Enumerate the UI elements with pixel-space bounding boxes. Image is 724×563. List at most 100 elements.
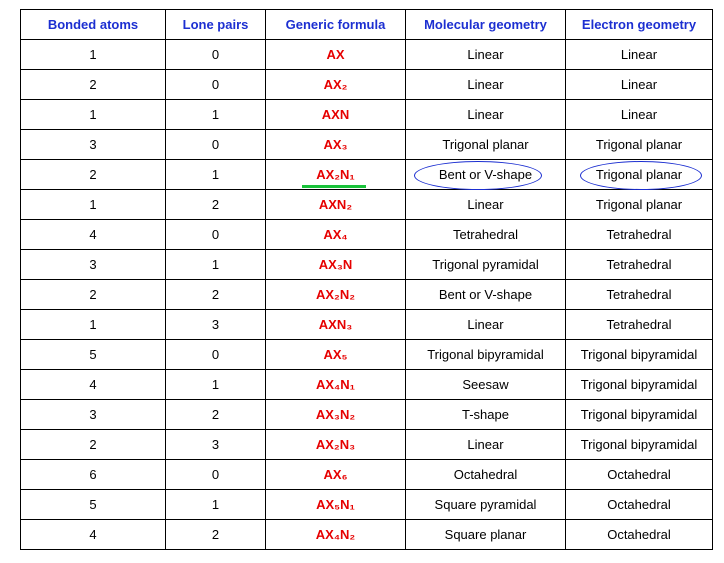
cell: 1 (20, 189, 166, 220)
table-row: 4 1 AX₄N₁ Seesaw Trigonal bipyramidal (20, 369, 713, 400)
cell: 4 (20, 519, 166, 550)
cell: Tetrahedral (565, 279, 713, 310)
highlight-underline (302, 185, 366, 188)
formula-cell: AX (265, 39, 406, 70)
formula-cell: AX₃N₂ (265, 399, 406, 430)
cell: Tetrahedral (405, 219, 566, 250)
formula-cell: AXN₂ (265, 189, 406, 220)
cell: Trigonal bipyramidal (565, 399, 713, 430)
cell: 3 (165, 309, 266, 340)
cell: Trigonal bipyramidal (405, 339, 566, 370)
table-row: 5 0 AX₅ Trigonal bipyramidal Trigonal bipyra… (20, 339, 713, 370)
cell: Octahedral (405, 459, 566, 490)
cell: 6 (20, 459, 166, 490)
cell: 1 (165, 99, 266, 130)
formula-cell: AX₂N₂ (265, 279, 406, 310)
formula-cell: AX₅ (265, 339, 406, 370)
cell: 1 (20, 39, 166, 70)
header-row: Bonded atoms Lone pairs Generic formula Mol… (20, 9, 713, 40)
table-row: 1 2 AXN₂ Linear Trigonal planar (20, 189, 713, 220)
cell: 2 (20, 69, 166, 100)
table-body: 1 0 AX Linear Linear 2 0 AX₂ Linear Linear 1 1 AXN Li… (20, 39, 713, 550)
header-cell: Molecular geometry (405, 9, 566, 40)
table-row: 5 1 AX₅N₁ Square pyramidal Octahedral (20, 489, 713, 520)
formula-cell: AX₂ (265, 69, 406, 100)
table-row: 2 0 AX₂ Linear Linear (20, 69, 713, 100)
vsepr-table: Bonded atoms Lone pairs Generic formula Mol… (20, 9, 713, 550)
formula-cell: AX₃N (265, 249, 406, 280)
cell: Bent or V-shape (405, 279, 566, 310)
table-row: 4 2 AX₄N₂ Square planar Octahedral (20, 519, 713, 550)
formula-cell: AX₆ (265, 459, 406, 490)
cell: Square planar (405, 519, 566, 550)
header-cell: Electron geometry (565, 9, 713, 40)
cell: Trigonal planar (565, 129, 713, 160)
cell: 2 (20, 159, 166, 190)
cell: 2 (165, 399, 266, 430)
cell: Square pyramidal (405, 489, 566, 520)
cell: Trigonal bipyramidal (565, 369, 713, 400)
formula-cell: AX₄ (265, 219, 406, 250)
cell: Trigonal planar (405, 129, 566, 160)
table-row: 1 3 AXN₃ Linear Tetrahedral (20, 309, 713, 340)
cell: 1 (165, 249, 266, 280)
cell: 0 (165, 339, 266, 370)
cell: Linear (405, 69, 566, 100)
table-row: 4 0 AX₄ Tetrahedral Tetrahedral (20, 219, 713, 250)
formula-cell: AXN₃ (265, 309, 406, 340)
cell: Linear (405, 309, 566, 340)
cell: 2 (20, 429, 166, 460)
table-row: 3 2 AX₃N₂ T-shape Trigonal bipyramidal (20, 399, 713, 430)
cell: 4 (20, 369, 166, 400)
cell: 3 (20, 399, 166, 430)
cell: Octahedral (565, 459, 713, 490)
header-cell: Bonded atoms (20, 9, 166, 40)
formula-cell: AX₅N₁ (265, 489, 406, 520)
cell: 5 (20, 489, 166, 520)
cell: T-shape (405, 399, 566, 430)
highlight-ellipse (414, 161, 542, 190)
table-row: 2 2 AX₂N₂ Bent or V-shape Tetrahedral (20, 279, 713, 310)
cell: 0 (165, 129, 266, 160)
cell: Linear (565, 99, 713, 130)
cell: 4 (20, 219, 166, 250)
cell: 3 (20, 249, 166, 280)
cell: Tetrahedral (565, 249, 713, 280)
cell: Trigonal bipyramidal (565, 429, 713, 460)
cell: Linear (405, 189, 566, 220)
table-row: 6 0 AX₆ Octahedral Octahedral (20, 459, 713, 490)
table-row: 3 0 AX₃ Trigonal planar Trigonal planar (20, 129, 713, 160)
cell: 2 (165, 279, 266, 310)
cell: 1 (20, 309, 166, 340)
cell: Linear (405, 429, 566, 460)
header-cell: Lone pairs (165, 9, 266, 40)
cell: Octahedral (565, 519, 713, 550)
cell: Trigonal bipyramidal (565, 339, 713, 370)
cell: Octahedral (565, 489, 713, 520)
cell: 1 (165, 369, 266, 400)
table-row: 3 1 AX₃N Trigonal pyramidal Tetrahedral (20, 249, 713, 280)
cell: 0 (165, 219, 266, 250)
cell: 2 (165, 189, 266, 220)
cell: Tetrahedral (565, 309, 713, 340)
cell: 3 (20, 129, 166, 160)
cell: 0 (165, 39, 266, 70)
cell: 3 (165, 429, 266, 460)
cell: Linear (405, 39, 566, 70)
cell: Trigonal planar (565, 189, 713, 220)
cell: Trigonal pyramidal (405, 249, 566, 280)
table-row: 1 0 AX Linear Linear (20, 39, 713, 70)
formula-cell: AX₃ (265, 129, 406, 160)
cell: 0 (165, 459, 266, 490)
highlight-ellipse (580, 161, 702, 190)
cell: Tetrahedral (565, 219, 713, 250)
cell: 0 (165, 69, 266, 100)
cell: Linear (405, 99, 566, 130)
cell: Linear (565, 69, 713, 100)
cell: Linear (565, 39, 713, 70)
cell: 1 (165, 159, 266, 190)
cell: 2 (20, 279, 166, 310)
cell: Seesaw (405, 369, 566, 400)
table-row: 2 3 AX₂N₃ Linear Trigonal bipyramidal (20, 429, 713, 460)
